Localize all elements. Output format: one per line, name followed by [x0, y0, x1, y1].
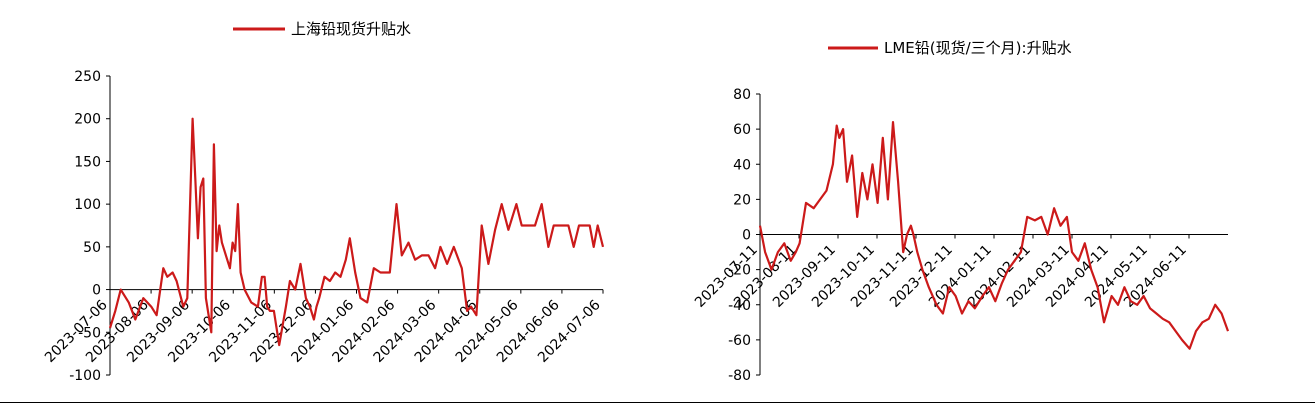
y-tick-label: -60 — [728, 333, 751, 349]
bottom-rule — [0, 402, 1315, 403]
y-tick-label: 80 — [733, 87, 751, 103]
chart-lme-lead-spot-3m-spread: -80-60-40-200204060802023-07-112023-08-1… — [692, 39, 1230, 384]
y-tick-label: -20 — [728, 263, 751, 279]
series-line — [108, 117, 605, 347]
y-tick-label: 0 — [92, 283, 101, 299]
y-tick-label: 100 — [74, 197, 101, 213]
y-tick-label: -100 — [69, 368, 101, 384]
y-tick-label: -40 — [728, 298, 751, 314]
y-tick-label: 50 — [83, 240, 101, 256]
y-tick-label: 250 — [74, 69, 101, 85]
y-tick-label: 60 — [733, 122, 751, 138]
chart-shanghai-lead-spot-premium: -100-500501001502002502023-07-062023-08-… — [42, 20, 605, 384]
series-line — [758, 120, 1230, 350]
legend: 上海铅现货升贴水 — [233, 20, 411, 38]
y-tick-label: 40 — [733, 157, 751, 173]
y-tick-label: -50 — [78, 325, 101, 341]
y-tick-label: 150 — [74, 154, 101, 170]
axes: -80-60-40-200204060802023-07-112023-08-1… — [692, 87, 1228, 384]
y-tick-label: -80 — [728, 368, 751, 384]
y-tick-label: 200 — [74, 112, 101, 128]
y-tick-label: 20 — [733, 192, 751, 208]
legend-label: 上海铅现货升贴水 — [291, 20, 411, 38]
legend: LME铅(现货/三个月):升贴水 — [828, 39, 1072, 57]
axes: -100-500501001502002502023-07-062023-08-… — [42, 69, 604, 384]
legend-label: LME铅(现货/三个月):升贴水 — [884, 39, 1072, 57]
y-tick-label: 0 — [742, 228, 751, 244]
